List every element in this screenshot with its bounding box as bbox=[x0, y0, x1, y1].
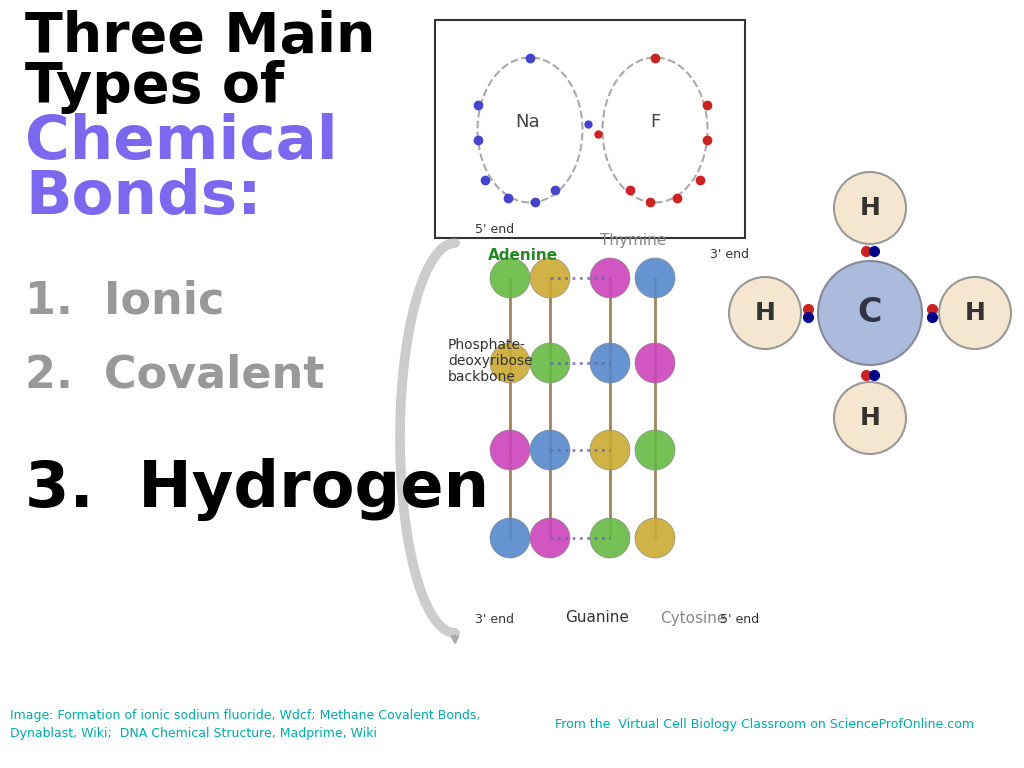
Text: 3.  Hydrogen: 3. Hydrogen bbox=[25, 458, 489, 521]
Text: Guanine: Guanine bbox=[565, 611, 629, 625]
Text: Cytosine: Cytosine bbox=[660, 611, 726, 625]
Text: C: C bbox=[858, 296, 883, 329]
Text: Phosphate-
deoxyribose
backbone: Phosphate- deoxyribose backbone bbox=[449, 338, 532, 385]
Text: Chemical: Chemical bbox=[25, 113, 338, 172]
Text: F: F bbox=[650, 113, 660, 131]
Circle shape bbox=[834, 172, 906, 244]
Circle shape bbox=[590, 430, 630, 470]
Text: Thymine: Thymine bbox=[600, 233, 667, 247]
Circle shape bbox=[729, 277, 801, 349]
Circle shape bbox=[635, 258, 675, 298]
Text: From the  Virtual Cell Biology Classroom on ScienceProfOnline.com: From the Virtual Cell Biology Classroom … bbox=[555, 718, 974, 731]
Text: Image: Formation of ionic sodium fluoride, Wdcf; Methane Covalent Bonds,: Image: Formation of ionic sodium fluorid… bbox=[10, 709, 480, 722]
Circle shape bbox=[490, 430, 530, 470]
Circle shape bbox=[490, 518, 530, 558]
FancyBboxPatch shape bbox=[435, 20, 745, 238]
Text: H: H bbox=[755, 301, 775, 325]
Circle shape bbox=[530, 518, 570, 558]
Text: H: H bbox=[965, 301, 985, 325]
Circle shape bbox=[818, 261, 922, 365]
Text: Dynablast, Wiki;  DNA Chemical Structure, Madprime, Wiki: Dynablast, Wiki; DNA Chemical Structure,… bbox=[10, 727, 377, 740]
Text: H: H bbox=[859, 406, 881, 430]
Circle shape bbox=[939, 277, 1011, 349]
Text: 3' end: 3' end bbox=[475, 613, 514, 626]
Text: 5' end: 5' end bbox=[720, 613, 759, 626]
Text: Types of: Types of bbox=[25, 60, 284, 114]
Circle shape bbox=[490, 343, 530, 383]
Text: 5' end: 5' end bbox=[475, 223, 514, 236]
Text: 1.  Ionic: 1. Ionic bbox=[25, 280, 224, 323]
Circle shape bbox=[530, 258, 570, 298]
Circle shape bbox=[490, 258, 530, 298]
Text: Three Main: Three Main bbox=[25, 10, 376, 64]
Circle shape bbox=[834, 382, 906, 454]
Circle shape bbox=[590, 518, 630, 558]
Circle shape bbox=[590, 258, 630, 298]
Text: Bonds:: Bonds: bbox=[25, 168, 261, 227]
Circle shape bbox=[635, 518, 675, 558]
Text: Na: Na bbox=[516, 113, 541, 131]
Text: 2.  Covalent: 2. Covalent bbox=[25, 353, 325, 396]
Text: Adenine: Adenine bbox=[488, 249, 558, 263]
Circle shape bbox=[590, 343, 630, 383]
Circle shape bbox=[530, 430, 570, 470]
Text: H: H bbox=[859, 196, 881, 220]
Circle shape bbox=[635, 343, 675, 383]
Text: 3' end: 3' end bbox=[710, 248, 749, 261]
Circle shape bbox=[635, 430, 675, 470]
Circle shape bbox=[530, 343, 570, 383]
